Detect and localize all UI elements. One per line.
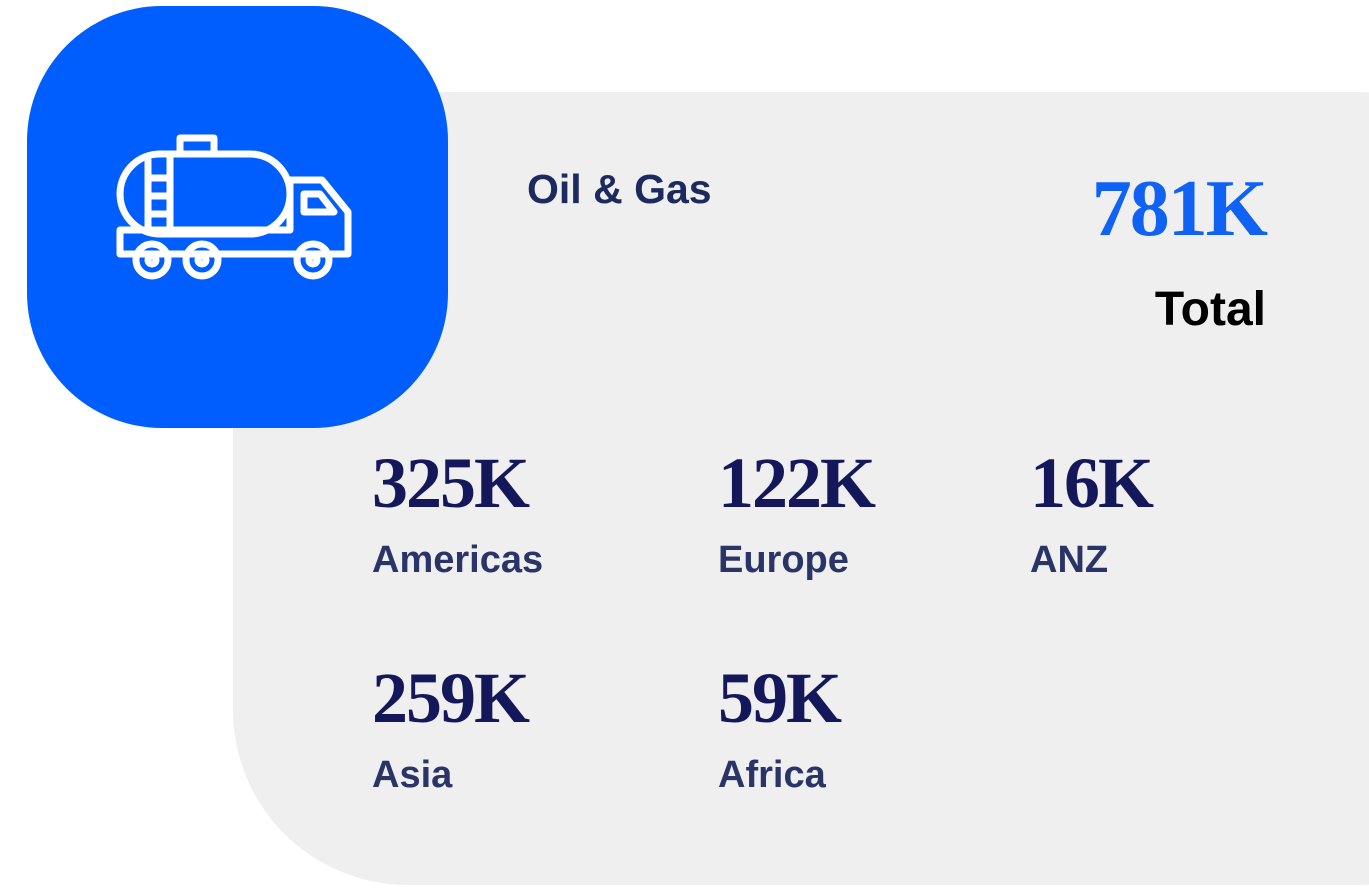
region-label: ANZ <box>1030 539 1109 581</box>
total-label: Total <box>1154 283 1266 336</box>
region-value: 122K <box>718 443 876 523</box>
region-value: 16K <box>1030 443 1154 523</box>
total-value: 781K <box>1091 165 1268 253</box>
truck-icon <box>116 134 352 280</box>
region-label: Europe <box>718 539 849 581</box>
icon-tile <box>27 6 448 428</box>
region-label: Africa <box>718 754 826 796</box>
card-panel <box>233 92 1369 885</box>
region-label: Asia <box>372 754 453 796</box>
region-label: Americas <box>372 539 544 581</box>
region-value: 259K <box>372 658 530 738</box>
region-value: 325K <box>372 443 530 523</box>
card-title: Oil & Gas <box>527 166 712 212</box>
region-value: 59K <box>718 658 842 738</box>
